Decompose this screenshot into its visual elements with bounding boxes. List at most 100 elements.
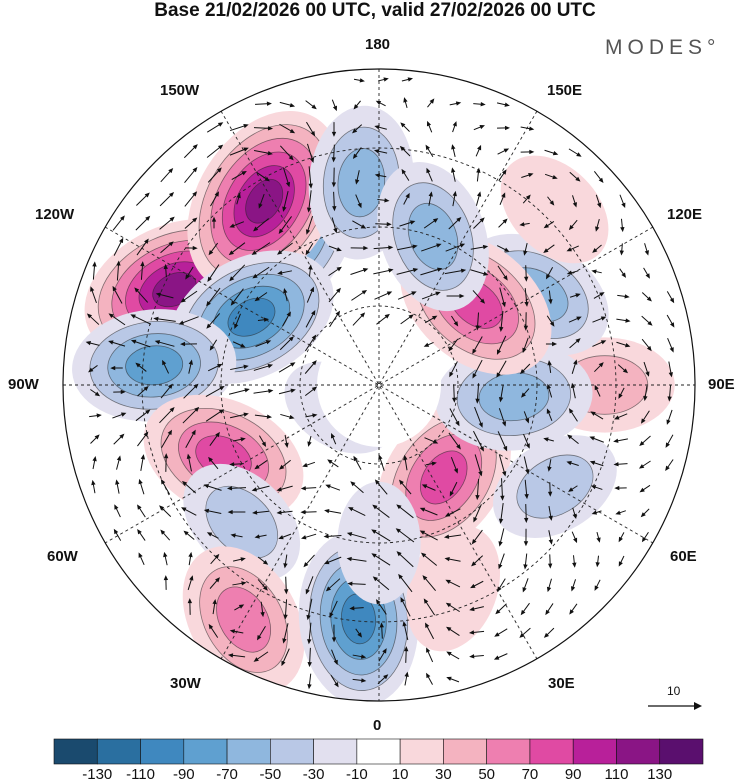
wind-arrow xyxy=(399,220,416,227)
wind-arrow xyxy=(395,528,415,543)
wind-arrow xyxy=(253,126,274,131)
wind-arrow xyxy=(590,485,603,490)
wind-arrow xyxy=(236,192,241,205)
wind-arrow xyxy=(140,261,145,280)
wind-arrow xyxy=(281,648,290,667)
wind-arrow xyxy=(590,411,604,420)
wind-arrow xyxy=(251,485,270,492)
wind-arrow xyxy=(230,364,249,371)
wind-arrow xyxy=(426,647,434,663)
wind-arrow xyxy=(398,573,413,593)
wind-arrow xyxy=(229,221,245,228)
wind-arrow xyxy=(306,598,313,621)
wind-arrow xyxy=(304,360,317,374)
wind-arrow xyxy=(667,338,674,353)
colorbar-tick-label: 130 xyxy=(647,766,673,783)
wind-arrow xyxy=(304,386,318,397)
colorbar-swatch xyxy=(183,738,228,765)
wind-arrow xyxy=(283,554,288,569)
wind-arrow xyxy=(544,149,559,156)
wind-arrow xyxy=(543,627,555,638)
wind-arrow xyxy=(566,270,579,275)
wind-arrow xyxy=(419,507,438,516)
wind-arrow xyxy=(572,555,577,568)
wind-arrow xyxy=(668,361,673,378)
wind-arrow xyxy=(232,557,246,562)
wind-arrow xyxy=(522,194,531,204)
wind-arrow xyxy=(401,168,410,181)
wind-arrow xyxy=(595,194,602,209)
wind-arrow xyxy=(639,484,651,493)
wind-arrow xyxy=(420,552,438,566)
wind-arrow xyxy=(325,484,341,491)
wind-arrow xyxy=(209,431,220,446)
wind-arrow xyxy=(567,434,579,445)
wind-arrow xyxy=(498,408,507,427)
wind-arrow xyxy=(353,78,365,83)
wind-arrow xyxy=(113,528,122,541)
wind-arrow xyxy=(397,291,417,300)
wind-arrow xyxy=(154,340,175,347)
wind-arrow xyxy=(374,291,393,300)
wind-arrow xyxy=(446,651,460,660)
wind-arrow xyxy=(545,266,554,280)
wind-arrow xyxy=(498,169,507,181)
wind-arrow xyxy=(396,504,414,519)
wind-arrow xyxy=(498,218,508,228)
wind-arrow xyxy=(253,388,274,394)
wind-arrow xyxy=(445,243,466,252)
wind-arrow xyxy=(472,336,483,355)
wind-arrow xyxy=(545,341,558,347)
wind-arrow xyxy=(524,504,529,523)
wind-arrow xyxy=(373,149,388,154)
wind-arrow xyxy=(328,287,341,303)
colorbar-swatch xyxy=(356,738,401,765)
wind-arrow xyxy=(161,429,173,448)
wind-arrow xyxy=(643,385,648,402)
wind-arrow xyxy=(300,509,317,515)
wind-arrow xyxy=(470,580,484,589)
wind-arrow xyxy=(353,100,361,110)
wind-arrow xyxy=(305,413,318,418)
wind-arrow xyxy=(401,77,414,82)
wind-arrow xyxy=(375,221,392,227)
wind-arrow xyxy=(208,242,219,256)
wind-arrow xyxy=(524,479,529,500)
wind-arrow xyxy=(613,438,628,443)
wind-arrow xyxy=(448,432,461,450)
wind-arrow xyxy=(163,551,168,566)
wind-arrow xyxy=(255,340,272,347)
wind-arrow xyxy=(425,622,435,640)
wind-arrow xyxy=(205,385,225,397)
wind-arrow xyxy=(399,145,411,157)
wind-arrow xyxy=(283,288,288,302)
wind-arrow xyxy=(207,264,220,282)
wind-arrow xyxy=(520,363,531,375)
colorbar-swatch xyxy=(659,738,704,765)
wind-arrow xyxy=(184,167,198,183)
colorbar-swatch xyxy=(529,738,574,765)
wind-arrow xyxy=(497,578,506,592)
lon-label-30e: 30E xyxy=(548,675,575,692)
wind-arrow xyxy=(90,434,100,444)
wind-arrow xyxy=(421,243,442,252)
map-border xyxy=(62,68,696,702)
wind-arrow xyxy=(254,414,273,419)
wind-arrow xyxy=(444,508,461,517)
wind-arrow xyxy=(234,313,241,329)
wind-arrow xyxy=(378,454,385,471)
wind-arrow xyxy=(178,316,199,325)
wind-arrow xyxy=(397,244,418,251)
wind-arrow xyxy=(589,460,604,467)
wind-arrow xyxy=(352,124,363,134)
wind-arrow xyxy=(443,534,462,539)
wind-arrow xyxy=(253,364,274,371)
colorbar-tick-label: -110 xyxy=(126,766,155,783)
wind-arrow xyxy=(303,554,315,568)
wind-arrow xyxy=(210,191,220,207)
wind-arrow xyxy=(445,579,461,588)
wind-arrow xyxy=(589,436,604,443)
wind-arrow xyxy=(308,166,313,189)
wind-arrow xyxy=(206,532,219,539)
wind-arrow xyxy=(640,410,650,424)
